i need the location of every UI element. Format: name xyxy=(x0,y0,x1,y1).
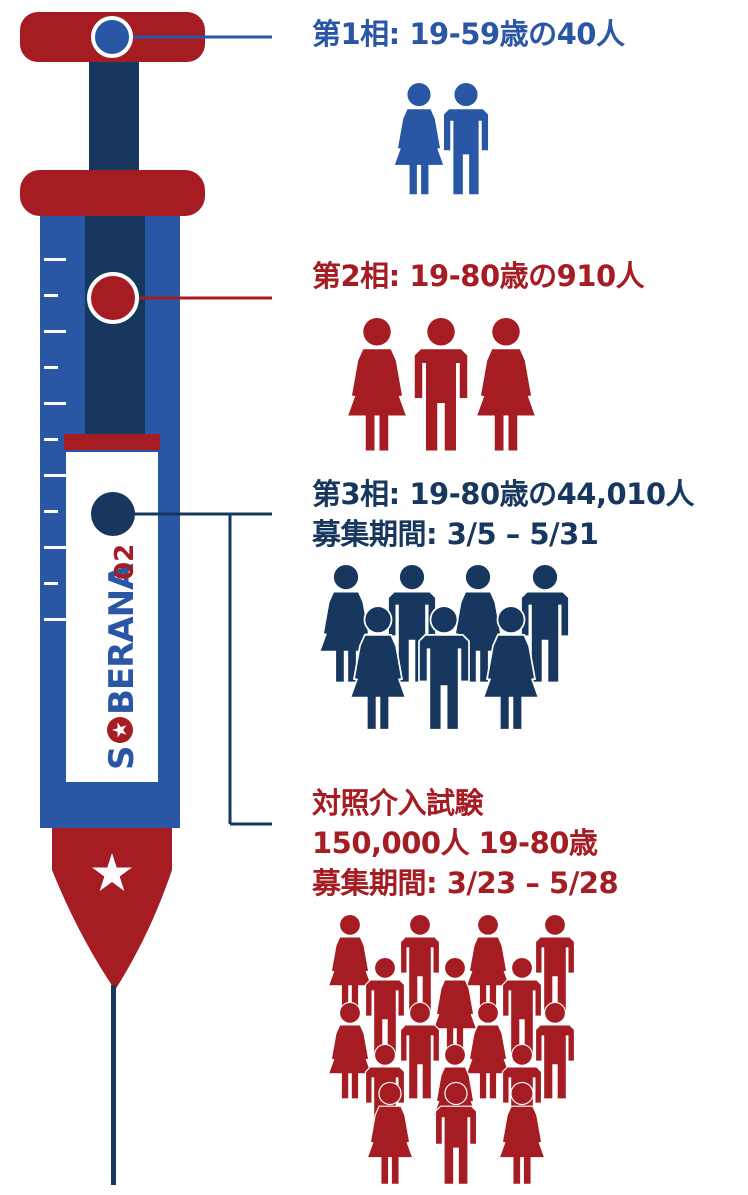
graduation-mark xyxy=(44,546,66,549)
phase-connectors xyxy=(87,16,272,826)
person-icon xyxy=(433,956,477,1055)
intervention-detail: 150,000人 19-80歳 xyxy=(312,826,598,860)
brand-number-text: 02 xyxy=(110,544,140,580)
barrel-flange xyxy=(20,170,205,216)
phase-1-title: 第1相: 19-59歳の40人 xyxy=(312,17,625,51)
intervention-title: 対照介入試験 xyxy=(312,786,484,820)
marker-phase-2 xyxy=(87,272,139,324)
brand-number: 02 xyxy=(110,544,140,580)
intervention-period: 募集期間: 3/23 – 5/28 xyxy=(312,866,619,900)
syringe-illustration: S BERANA 02 xyxy=(20,12,205,1185)
phase-3-title: 第3相: 19-80歳の44,010人 xyxy=(312,477,695,511)
brand-suffix-text: BERANA xyxy=(102,563,142,715)
intervention-label: 対照介入試験 150,000人 19-80歳 募集期間: 3/23 – 5/28 xyxy=(312,783,619,903)
graduation-mark xyxy=(44,618,66,621)
person-icon xyxy=(394,83,444,195)
graduation-mark xyxy=(44,438,58,441)
people-group-intervention xyxy=(328,913,576,1185)
person-icon xyxy=(328,1001,372,1100)
graduation-mark xyxy=(44,330,66,333)
marker-phase-1 xyxy=(91,16,133,58)
phase-2-title: 第2相: 19-80歳の910人 xyxy=(312,259,645,293)
person-icon xyxy=(364,956,406,1055)
person-icon xyxy=(477,318,535,451)
person-icon xyxy=(328,913,372,1012)
phase-1-label: 第1相: 19-59歳の40人 xyxy=(312,14,625,54)
person-icon xyxy=(348,318,406,451)
barrel-graduations xyxy=(44,258,66,621)
syringe-needle xyxy=(111,985,116,1185)
brand-prefix: S xyxy=(102,746,142,771)
person-icon xyxy=(399,913,441,1012)
people-group-phase-1 xyxy=(394,83,489,195)
brand-suffix: BERANA xyxy=(102,563,142,715)
graduation-mark xyxy=(44,402,66,405)
phase-2-label: 第2相: 19-80歳の910人 xyxy=(312,256,645,296)
plunger-stopper xyxy=(64,434,160,450)
graduation-mark xyxy=(44,258,66,261)
phase-3-label: 第3相: 19-80歳の44,010人 募集期間: 3/5 – 5/31 xyxy=(312,474,695,554)
brand-name: S BERANA 02 xyxy=(102,544,142,770)
graduation-mark xyxy=(44,582,58,585)
people-group-phase-2 xyxy=(348,318,535,451)
person-icon xyxy=(443,83,489,195)
graduation-mark xyxy=(44,474,66,477)
graduation-mark xyxy=(44,366,58,369)
brand-prefix-text: S xyxy=(102,746,142,771)
people-group-phase-3 xyxy=(320,565,569,731)
barrel-plunger-inner xyxy=(85,216,145,436)
phase-3-period: 募集期間: 3/5 – 5/31 xyxy=(312,517,599,551)
brand-star-badge xyxy=(107,717,133,743)
graduation-mark xyxy=(44,294,58,297)
person-icon xyxy=(414,318,468,451)
marker-phase-3 xyxy=(91,492,135,536)
syringe-tip xyxy=(52,828,172,990)
person-icon xyxy=(399,1001,441,1100)
graduation-mark xyxy=(44,510,58,513)
